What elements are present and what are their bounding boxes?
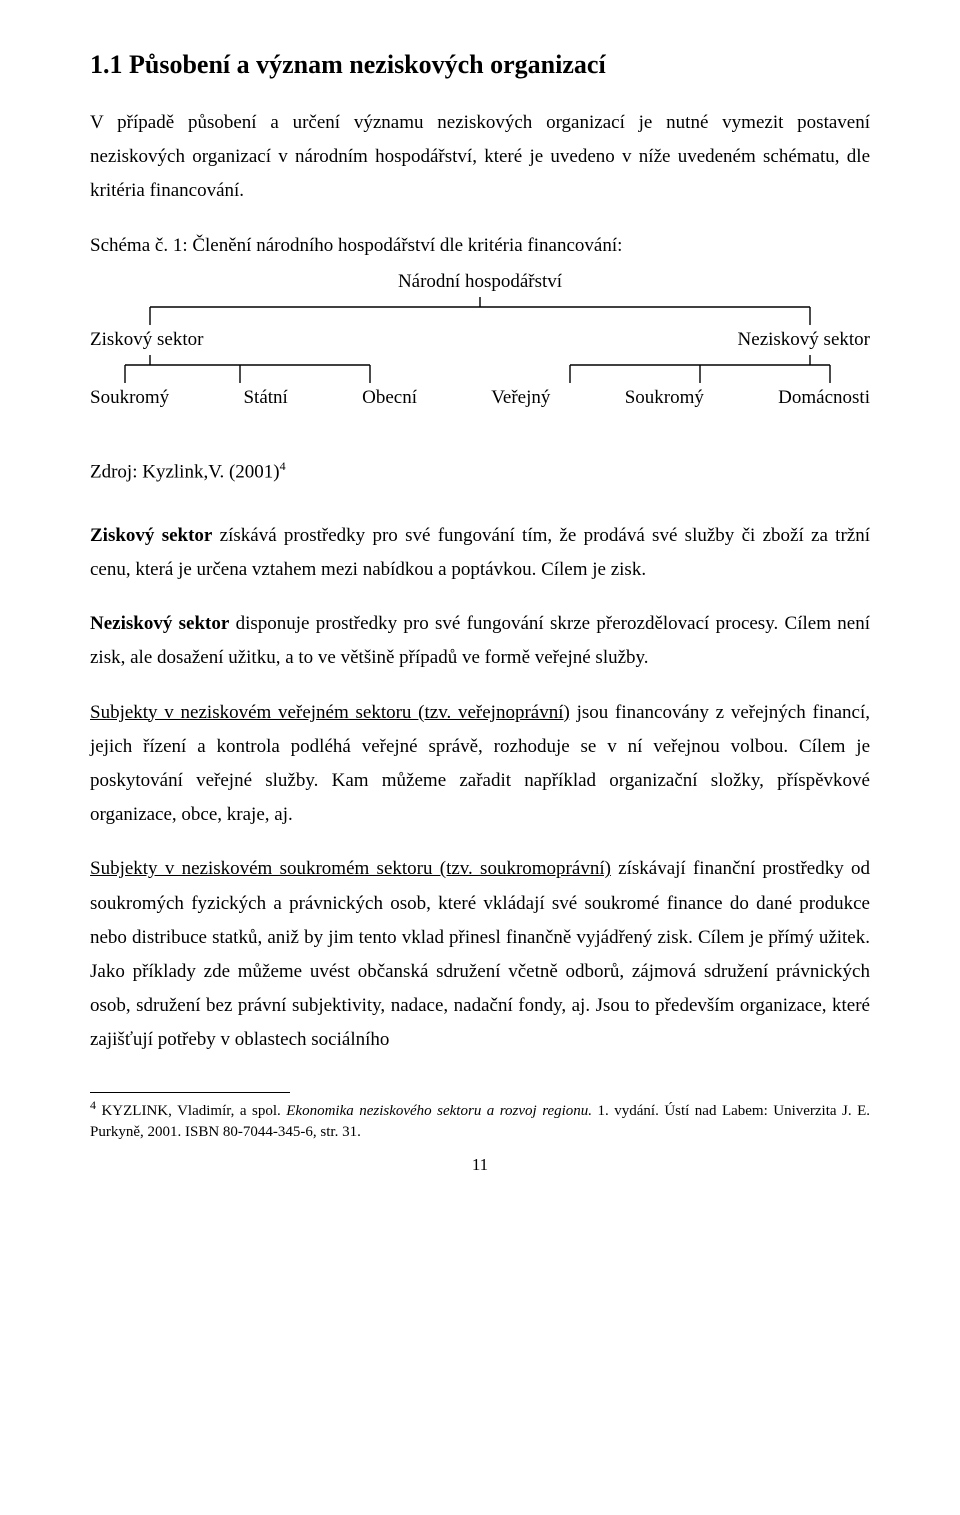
diagram-mid-right: Neziskový sektor	[511, 329, 870, 351]
footnote: 4 KYZLINK, Vladimír, a spol. Ekonomika n…	[90, 1097, 870, 1143]
underlined-term: Subjekty v neziskovém veřejném sektoru (…	[90, 702, 570, 723]
term-neziskovy-sektor: Neziskový sektor	[90, 613, 229, 634]
diagram-leaf-row: Soukromý Státní Obecní Veřejný Soukromý …	[90, 387, 870, 409]
diagram-connector-top	[90, 297, 870, 325]
diagram-connector-bottom	[90, 355, 870, 383]
diagram-leaf: Obecní	[362, 387, 417, 409]
diagram-leaf: Státní	[243, 387, 287, 409]
page: 1.1 Působení a význam neziskových organi…	[0, 0, 960, 1515]
diagram-leaf: Soukromý	[90, 387, 169, 409]
footnote-separator	[90, 1092, 290, 1093]
term-ziskovy-sektor: Ziskový sektor	[90, 525, 212, 546]
page-number: 11	[90, 1155, 870, 1175]
diagram-leaf: Veřejný	[491, 387, 550, 409]
schema-caption: Schéma č. 1: Členění národního hospodářs…	[90, 235, 870, 257]
intro-paragraph: V případě působení a určení významu nezi…	[90, 106, 870, 209]
body-text: Ziskový sektor získává prostředky pro sv…	[90, 519, 870, 1058]
diagram-mid-row: Ziskový sektor Neziskový sektor	[90, 329, 870, 351]
paragraph-soukromy: Subjekty v neziskovém soukromém sektoru …	[90, 852, 870, 1057]
diagram-leaf: Domácnosti	[778, 387, 870, 409]
hierarchy-diagram: Národní hospodářství Ziskový sektor Nezi…	[90, 271, 870, 409]
underlined-term: Subjekty v neziskovém soukromém sektoru …	[90, 858, 611, 879]
section-heading: 1.1 Působení a význam neziskových organi…	[90, 50, 870, 80]
paragraph-text: získávají finanční prostředky od soukrom…	[90, 858, 870, 1050]
paragraph-ziskovy: Ziskový sektor získává prostředky pro sv…	[90, 519, 870, 587]
footnote-text-pre: KYZLINK, Vladimír, a spol.	[96, 1103, 286, 1119]
diagram-leaf: Soukromý	[625, 387, 704, 409]
paragraph-verejny: Subjekty v neziskovém veřejném sektoru (…	[90, 696, 870, 833]
footnote-italic: Ekonomika neziskového sektoru a rozvoj r…	[286, 1103, 592, 1119]
source-text: Zdroj: Kyzlink,V. (2001)	[90, 461, 280, 482]
diagram-source: Zdroj: Kyzlink,V. (2001)4	[90, 459, 870, 483]
paragraph-neziskovy: Neziskový sektor disponuje prostředky pr…	[90, 607, 870, 675]
diagram-root-label: Národní hospodářství	[90, 271, 870, 293]
source-superscript: 4	[280, 459, 286, 473]
diagram-mid-left: Ziskový sektor	[90, 329, 449, 351]
